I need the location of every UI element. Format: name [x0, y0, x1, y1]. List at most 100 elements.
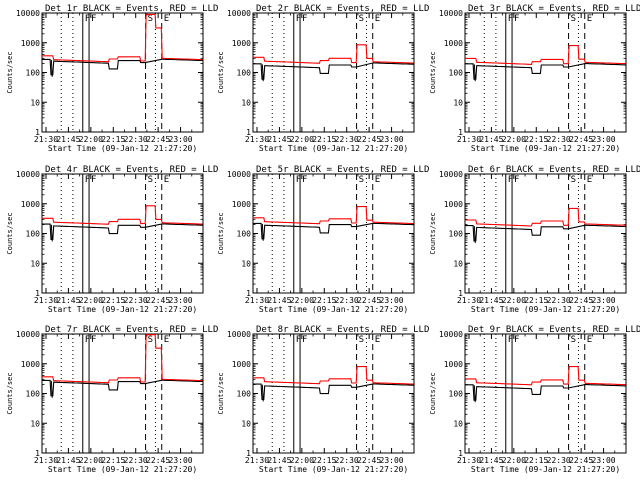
x-tick-label: 22:00 — [290, 135, 314, 144]
events-series-line — [253, 62, 414, 80]
x-tick-label: 21:45 — [56, 456, 80, 465]
x-tick-label: 22:15 — [524, 296, 548, 305]
marker-label: E — [587, 14, 592, 24]
y-tick-label: 1 — [458, 128, 463, 137]
events-dip — [261, 223, 264, 241]
y-tick-label: 10000 — [439, 170, 463, 179]
events-dip — [473, 385, 476, 403]
y-tick-label: 10 — [241, 419, 251, 428]
events-series-line — [253, 383, 414, 401]
x-tick-label: 22:30 — [335, 135, 359, 144]
lld-series-line — [253, 44, 414, 64]
y-tick-label: 10000 — [227, 170, 251, 179]
plot-frame — [41, 12, 204, 133]
x-tick-label: 22:45 — [146, 456, 170, 465]
x-tick-label: 23:00 — [592, 456, 616, 465]
panel-title: Det 6r BLACK = Events, RED = LLD — [468, 165, 640, 175]
x-axis-label: Start Time (09-Jan-12 21:27:20) — [48, 144, 197, 153]
marker-label: S — [571, 335, 576, 345]
x-tick-label: 22:15 — [524, 456, 548, 465]
panel-title: Det 3r BLACK = Events, RED = LLD — [468, 4, 640, 14]
y-axis-label: Counts/sec — [6, 51, 14, 93]
marker-label: F — [514, 335, 519, 345]
x-tick-label: 22:45 — [569, 456, 593, 465]
y-tick-label: 10000 — [16, 9, 40, 18]
lld-series-line — [253, 366, 414, 385]
y-tick-label: 10 — [30, 98, 40, 107]
y-axis-label: Counts/sec — [429, 372, 437, 414]
panel-7: Det 7r BLACK = Events, RED = LLD 1 10 100 10… — [6, 325, 218, 474]
x-tick-label: 23:00 — [592, 296, 616, 305]
lld-series-line — [42, 13, 203, 63]
panel-title: Det 2r BLACK = Events, RED = LLD — [256, 4, 429, 14]
plot-frame — [464, 173, 627, 294]
x-tick-label: 22:15 — [524, 135, 548, 144]
plot-frame — [464, 333, 627, 454]
y-tick-label: 10000 — [227, 330, 251, 339]
lld-series-line — [465, 45, 626, 65]
x-tick-label: 21:30 — [245, 296, 269, 305]
panel-title: Det 7r BLACK = Events, RED = LLD — [45, 325, 218, 335]
panel-title: Det 5r BLACK = Events, RED = LLD — [256, 165, 429, 175]
x-tick-label: 21:30 — [34, 296, 58, 305]
panel-title: Det 9r BLACK = Events, RED = LLD — [468, 325, 640, 335]
x-tick-label: 22:00 — [79, 456, 103, 465]
panel-3: Det 3r BLACK = Events, RED = LLD 1 10 100 10… — [429, 4, 640, 153]
y-tick-label: 10 — [453, 259, 463, 268]
events-series-line — [42, 223, 203, 241]
marker-label: E — [164, 175, 169, 185]
x-axis-label: Start Time (09-Jan-12 21:27:20) — [259, 465, 408, 474]
x-tick-label: 21:30 — [457, 135, 481, 144]
y-axis-label: Counts/sec — [217, 372, 225, 414]
y-tick-label: 10 — [453, 98, 463, 107]
plot-frame — [252, 333, 415, 454]
marker-label: E — [587, 175, 592, 185]
marker-label: E — [587, 335, 592, 345]
y-axis-label: Counts/sec — [217, 212, 225, 254]
y-tick-label: 100 — [26, 69, 41, 78]
y-tick-label: 1 — [246, 449, 251, 458]
y-tick-label: 100 — [26, 390, 41, 399]
x-tick-label: 22:45 — [569, 135, 593, 144]
events-series-line — [253, 222, 414, 240]
x-tick-label: 22:00 — [79, 296, 103, 305]
x-tick-label: 21:30 — [245, 135, 269, 144]
y-tick-label: 1 — [246, 289, 251, 298]
y-tick-label: 1000 — [21, 360, 40, 369]
x-tick-label: 21:45 — [56, 296, 80, 305]
marker-label: F — [302, 175, 307, 185]
x-tick-label: 22:15 — [312, 456, 336, 465]
x-tick-label: 21:30 — [34, 135, 58, 144]
x-tick-label: 22:30 — [124, 135, 148, 144]
y-tick-label: 10 — [453, 419, 463, 428]
events-dip — [473, 226, 476, 244]
y-tick-label: 100 — [237, 69, 252, 78]
y-tick-label: 10 — [241, 259, 251, 268]
y-axis-label: Counts/sec — [429, 212, 437, 254]
y-tick-label: 10 — [241, 98, 251, 107]
y-tick-label: 1000 — [444, 39, 463, 48]
y-tick-label: 1 — [458, 289, 463, 298]
y-tick-label: 10 — [30, 259, 40, 268]
y-tick-label: 1 — [35, 289, 40, 298]
x-tick-label: 22:15 — [101, 296, 125, 305]
x-tick-label: 22:15 — [312, 296, 336, 305]
marker-label: S — [571, 14, 576, 24]
y-tick-label: 100 — [449, 69, 464, 78]
x-tick-label: 22:30 — [547, 296, 571, 305]
y-tick-label: 1 — [246, 128, 251, 137]
lld-series-line — [465, 366, 626, 386]
x-tick-label: 22:30 — [124, 296, 148, 305]
panel-title: Det 4r BLACK = Events, RED = LLD — [45, 165, 218, 175]
marker-label: E — [375, 335, 380, 345]
x-tick-label: 21:45 — [267, 296, 291, 305]
x-tick-label: 21:45 — [479, 456, 503, 465]
x-tick-label: 22:45 — [357, 456, 381, 465]
y-tick-label: 1000 — [232, 39, 251, 48]
y-tick-label: 100 — [449, 390, 464, 399]
marker-label: F — [85, 175, 90, 185]
plot-frame — [41, 333, 204, 454]
events-series-line — [42, 58, 203, 76]
y-tick-label: 1000 — [21, 200, 40, 209]
events-series-line — [42, 379, 203, 397]
